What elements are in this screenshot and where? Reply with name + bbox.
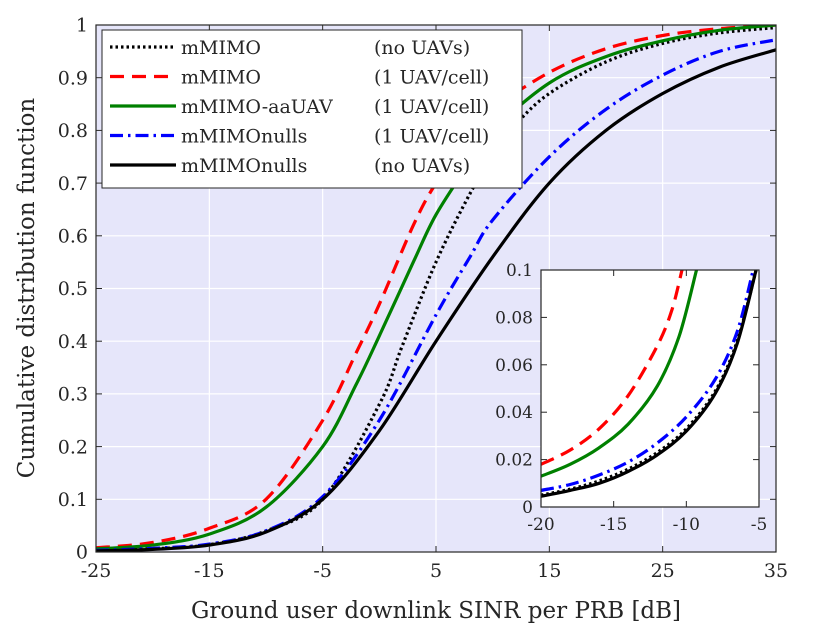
y-tick-label: 0.4 xyxy=(58,331,88,353)
inset-plot: -20 -15 -10 -5 0 0.02 0.04 0.06 0.08 0.1 xyxy=(495,261,767,535)
inset-plot-area xyxy=(541,270,759,507)
legend-condition-2: (1 UAV/cell) xyxy=(374,96,489,118)
inset-axis-ticks: -20 -15 -10 -5 0 0.02 0.04 0.06 0.08 0.1 xyxy=(495,261,767,535)
y-tick-label: 0.06 xyxy=(495,356,533,376)
legend: mMIMO (no UAVs) mMIMO (1 UAV/cell) mMIMO-aaU… xyxy=(101,29,523,189)
inset-series-line-2 xyxy=(541,270,699,478)
legend-condition-3: (1 UAV/cell) xyxy=(374,126,489,148)
legend-condition-4: (no UAVs) xyxy=(374,155,470,177)
inset-series-line-4 xyxy=(541,270,758,498)
y-tick-label: 0.1 xyxy=(58,489,88,511)
legend-condition-0: (no UAVs) xyxy=(374,37,470,59)
legend-label-2: mMIMO-aaUAV xyxy=(181,96,333,118)
y-tick-label: 1 xyxy=(76,15,88,37)
legend-label-4: mMIMOnulls xyxy=(181,155,307,177)
y-tick-label: 0.08 xyxy=(495,308,533,328)
y-tick-label: 0 xyxy=(76,542,88,564)
x-tick-label: -15 xyxy=(600,515,627,535)
y-tick-label: 0.6 xyxy=(58,225,88,247)
y-tick-label: 0.7 xyxy=(58,173,88,195)
x-tick-label: -15 xyxy=(194,560,225,582)
series-line-2 xyxy=(96,25,776,551)
inset-series-line-1 xyxy=(541,270,684,466)
y-tick-label: 0.2 xyxy=(58,436,88,458)
x-tick-label: -5 xyxy=(751,515,768,535)
y-tick-label: 0.3 xyxy=(58,384,88,406)
y-tick-label: 0.04 xyxy=(495,403,533,423)
x-tick-label: -25 xyxy=(81,560,112,582)
legend-label-1: mMIMO xyxy=(181,67,261,89)
legend-condition-1: (1 UAV/cell) xyxy=(374,67,489,89)
y-tick-label: 0.02 xyxy=(495,451,533,471)
x-tick-label: -20 xyxy=(527,515,554,535)
x-axis-label: Ground user downlink SINR per PRB [dB] xyxy=(191,598,681,624)
x-tick-label: 35 xyxy=(764,560,788,582)
legend-label-3: mMIMOnulls xyxy=(181,126,307,148)
y-tick-label: 0.9 xyxy=(58,67,88,89)
series-line-0 xyxy=(96,26,776,552)
y-tick-label: 0.5 xyxy=(58,278,88,300)
inset-series-line-3 xyxy=(541,270,755,492)
legend-box xyxy=(101,29,523,189)
inset-series-lines xyxy=(541,270,758,498)
y-tick-label: 0.1 xyxy=(506,261,533,281)
axis-ticks: -25 -15 -5 5 15 25 35 0 0.1 0.2 0.3 0.4 0.5 0.6 0.7 0.8… xyxy=(58,15,788,582)
x-tick-label: 15 xyxy=(537,560,561,582)
x-tick-label: 5 xyxy=(430,560,442,582)
series-line-4 xyxy=(96,48,776,552)
y-tick-label: 0.8 xyxy=(58,120,88,142)
legend-label-0: mMIMO xyxy=(181,37,261,59)
inset-frame xyxy=(540,269,760,508)
series-lines xyxy=(96,25,776,552)
series-line-1 xyxy=(96,25,776,550)
y-tick-label: 0 xyxy=(522,498,533,518)
x-tick-label: -10 xyxy=(673,515,700,535)
y-axis-label: Cumulative distribution function xyxy=(14,98,40,479)
x-tick-label: -5 xyxy=(313,560,332,582)
x-tick-label: 25 xyxy=(651,560,675,582)
